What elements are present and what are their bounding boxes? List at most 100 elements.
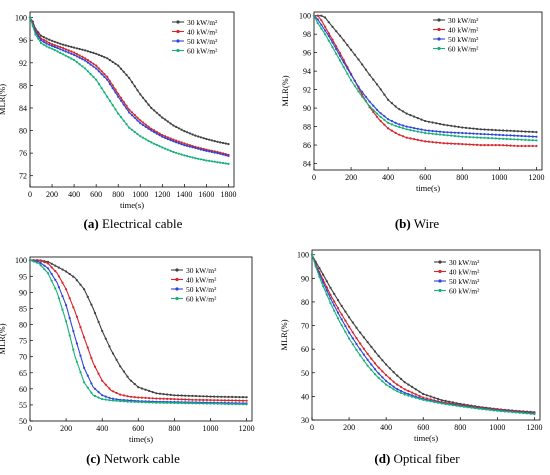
series-marker [172, 138, 175, 141]
y-tick-label: 90 [303, 104, 311, 113]
x-tick-label: 400 [68, 190, 80, 199]
series-marker [385, 374, 388, 377]
y-tick-label: 90 [301, 274, 309, 283]
series-marker [133, 116, 136, 119]
series-marker [325, 289, 328, 292]
series-marker [61, 295, 64, 298]
series-marker [172, 124, 175, 127]
series-marker [372, 110, 375, 114]
series-marker [413, 115, 416, 118]
series-marker [95, 67, 98, 70]
series-marker [53, 44, 56, 47]
series-marker [169, 137, 172, 140]
series-marker [525, 412, 529, 415]
panel-letter: (d) [374, 451, 390, 466]
series-marker [444, 402, 447, 406]
series-marker [351, 331, 354, 334]
series-marker [535, 131, 538, 134]
series-marker [42, 38, 45, 42]
y-tick-label: 100 [15, 14, 27, 23]
series-marker [531, 139, 534, 142]
series-marker [180, 153, 183, 156]
series-marker [186, 131, 189, 134]
series-marker [477, 407, 480, 410]
y-tick-label: 80 [19, 127, 27, 136]
series-marker [148, 401, 151, 404]
series-marker [65, 320, 68, 323]
series-marker [119, 365, 122, 368]
legend-label: 40 kW/m² [187, 28, 218, 37]
series-marker [351, 343, 354, 346]
series-marker [119, 99, 123, 102]
series-marker [176, 398, 180, 401]
series-marker [407, 383, 410, 386]
series-marker [95, 78, 98, 81]
x-tick-label: 200 [343, 423, 355, 432]
series-marker [231, 399, 234, 402]
series-marker [72, 348, 75, 351]
y-tick-label: 96 [19, 36, 27, 45]
series-marker [461, 143, 464, 146]
x-tick-label: 1200 [528, 173, 544, 182]
series-marker [348, 331, 351, 334]
y-tick-label: 85 [19, 304, 27, 313]
series-marker [81, 58, 84, 61]
series-marker [75, 279, 78, 282]
series-marker [405, 112, 408, 115]
x-tick-label: 1000 [132, 190, 148, 199]
series-marker [396, 383, 399, 386]
series-marker [169, 397, 172, 401]
x-tick-label: 800 [112, 190, 124, 199]
series-marker [472, 127, 475, 130]
series-marker [405, 128, 408, 131]
series-marker [310, 253, 314, 256]
legend-label: 50 kW/m² [187, 37, 218, 46]
series-marker [362, 359, 365, 362]
series-marker [133, 85, 136, 88]
series-marker [158, 145, 161, 148]
series-marker [446, 142, 449, 145]
series-marker [89, 51, 92, 54]
series-marker [119, 96, 123, 99]
series-marker [108, 396, 111, 399]
series-marker [219, 152, 222, 155]
series-marker [344, 310, 347, 313]
series-marker [56, 45, 59, 48]
series-marker [241, 399, 245, 402]
series-marker [64, 50, 67, 53]
series-marker [197, 135, 200, 138]
series-marker [191, 156, 194, 159]
series-marker [446, 131, 449, 134]
series-marker [169, 149, 172, 152]
series-marker [213, 140, 216, 143]
series-marker [158, 397, 162, 400]
x-tick-label: 1200 [526, 423, 542, 432]
series-marker [39, 264, 42, 267]
series-marker [436, 401, 440, 404]
series-marker [162, 397, 165, 400]
series-marker [401, 127, 405, 130]
series-marker [338, 54, 342, 57]
series-marker [130, 114, 134, 117]
series-marker [175, 125, 178, 128]
series-marker [205, 149, 208, 152]
series-marker [350, 79, 353, 82]
series-marker [67, 56, 70, 59]
series-marker [314, 265, 317, 268]
series-marker [231, 402, 234, 406]
series-marker [492, 409, 495, 412]
series-marker [399, 389, 403, 393]
x-tick-label: 1800 [220, 190, 236, 199]
series-marker [68, 297, 71, 300]
series-marker [213, 395, 216, 398]
series-marker [93, 365, 97, 368]
series-marker [370, 363, 373, 366]
series-marker [227, 154, 230, 158]
series-marker [39, 259, 42, 262]
series-marker [144, 396, 147, 399]
series-marker [68, 272, 71, 276]
series-marker [164, 118, 167, 121]
series-marker [202, 402, 205, 405]
series-marker [95, 52, 98, 55]
series-marker [442, 133, 445, 136]
